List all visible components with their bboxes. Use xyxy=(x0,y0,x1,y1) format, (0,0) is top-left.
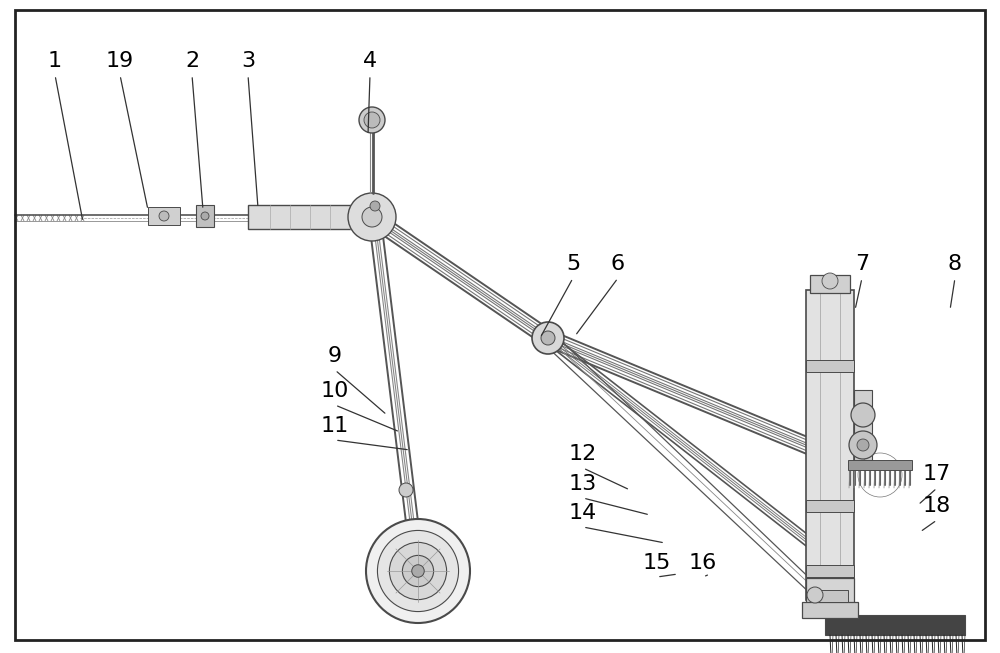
Text: 15: 15 xyxy=(643,553,671,573)
Text: 1: 1 xyxy=(48,51,62,71)
Circle shape xyxy=(807,587,823,603)
Text: 12: 12 xyxy=(569,444,597,464)
Circle shape xyxy=(348,193,396,241)
Circle shape xyxy=(857,439,869,451)
Text: 16: 16 xyxy=(689,553,717,573)
Circle shape xyxy=(532,322,564,354)
Bar xyxy=(812,590,848,602)
Circle shape xyxy=(541,331,555,345)
Text: 11: 11 xyxy=(321,416,349,436)
Bar xyxy=(806,565,854,577)
Circle shape xyxy=(399,483,413,497)
Bar xyxy=(806,578,854,606)
Text: 8: 8 xyxy=(948,254,962,274)
Bar xyxy=(848,460,912,470)
Bar xyxy=(825,615,965,635)
Circle shape xyxy=(412,565,424,577)
Circle shape xyxy=(362,207,382,227)
Bar xyxy=(196,205,214,227)
Circle shape xyxy=(359,107,385,133)
Circle shape xyxy=(159,211,169,221)
Text: 18: 18 xyxy=(923,496,951,516)
Text: 14: 14 xyxy=(569,503,597,523)
Text: 2: 2 xyxy=(185,51,199,71)
Text: 5: 5 xyxy=(566,254,580,274)
Circle shape xyxy=(389,543,447,599)
Text: 3: 3 xyxy=(241,51,255,71)
Circle shape xyxy=(377,530,459,612)
Text: 17: 17 xyxy=(923,464,951,484)
Circle shape xyxy=(849,431,877,459)
Circle shape xyxy=(402,556,434,586)
Text: 10: 10 xyxy=(321,381,349,401)
Bar xyxy=(802,602,858,618)
Circle shape xyxy=(201,212,209,220)
Circle shape xyxy=(366,519,470,623)
Bar xyxy=(148,207,180,225)
Circle shape xyxy=(851,403,875,427)
Text: 6: 6 xyxy=(611,254,625,274)
Bar xyxy=(810,275,850,293)
Bar xyxy=(806,500,854,512)
Text: 4: 4 xyxy=(363,51,377,71)
Text: 7: 7 xyxy=(855,254,869,274)
Circle shape xyxy=(822,273,838,289)
Text: 13: 13 xyxy=(569,474,597,494)
Circle shape xyxy=(364,112,380,128)
Circle shape xyxy=(370,201,380,211)
Text: 19: 19 xyxy=(106,51,134,71)
Bar xyxy=(854,390,872,460)
Bar xyxy=(806,290,854,600)
Bar xyxy=(248,205,368,229)
Bar xyxy=(806,360,854,372)
Text: 9: 9 xyxy=(328,346,342,366)
